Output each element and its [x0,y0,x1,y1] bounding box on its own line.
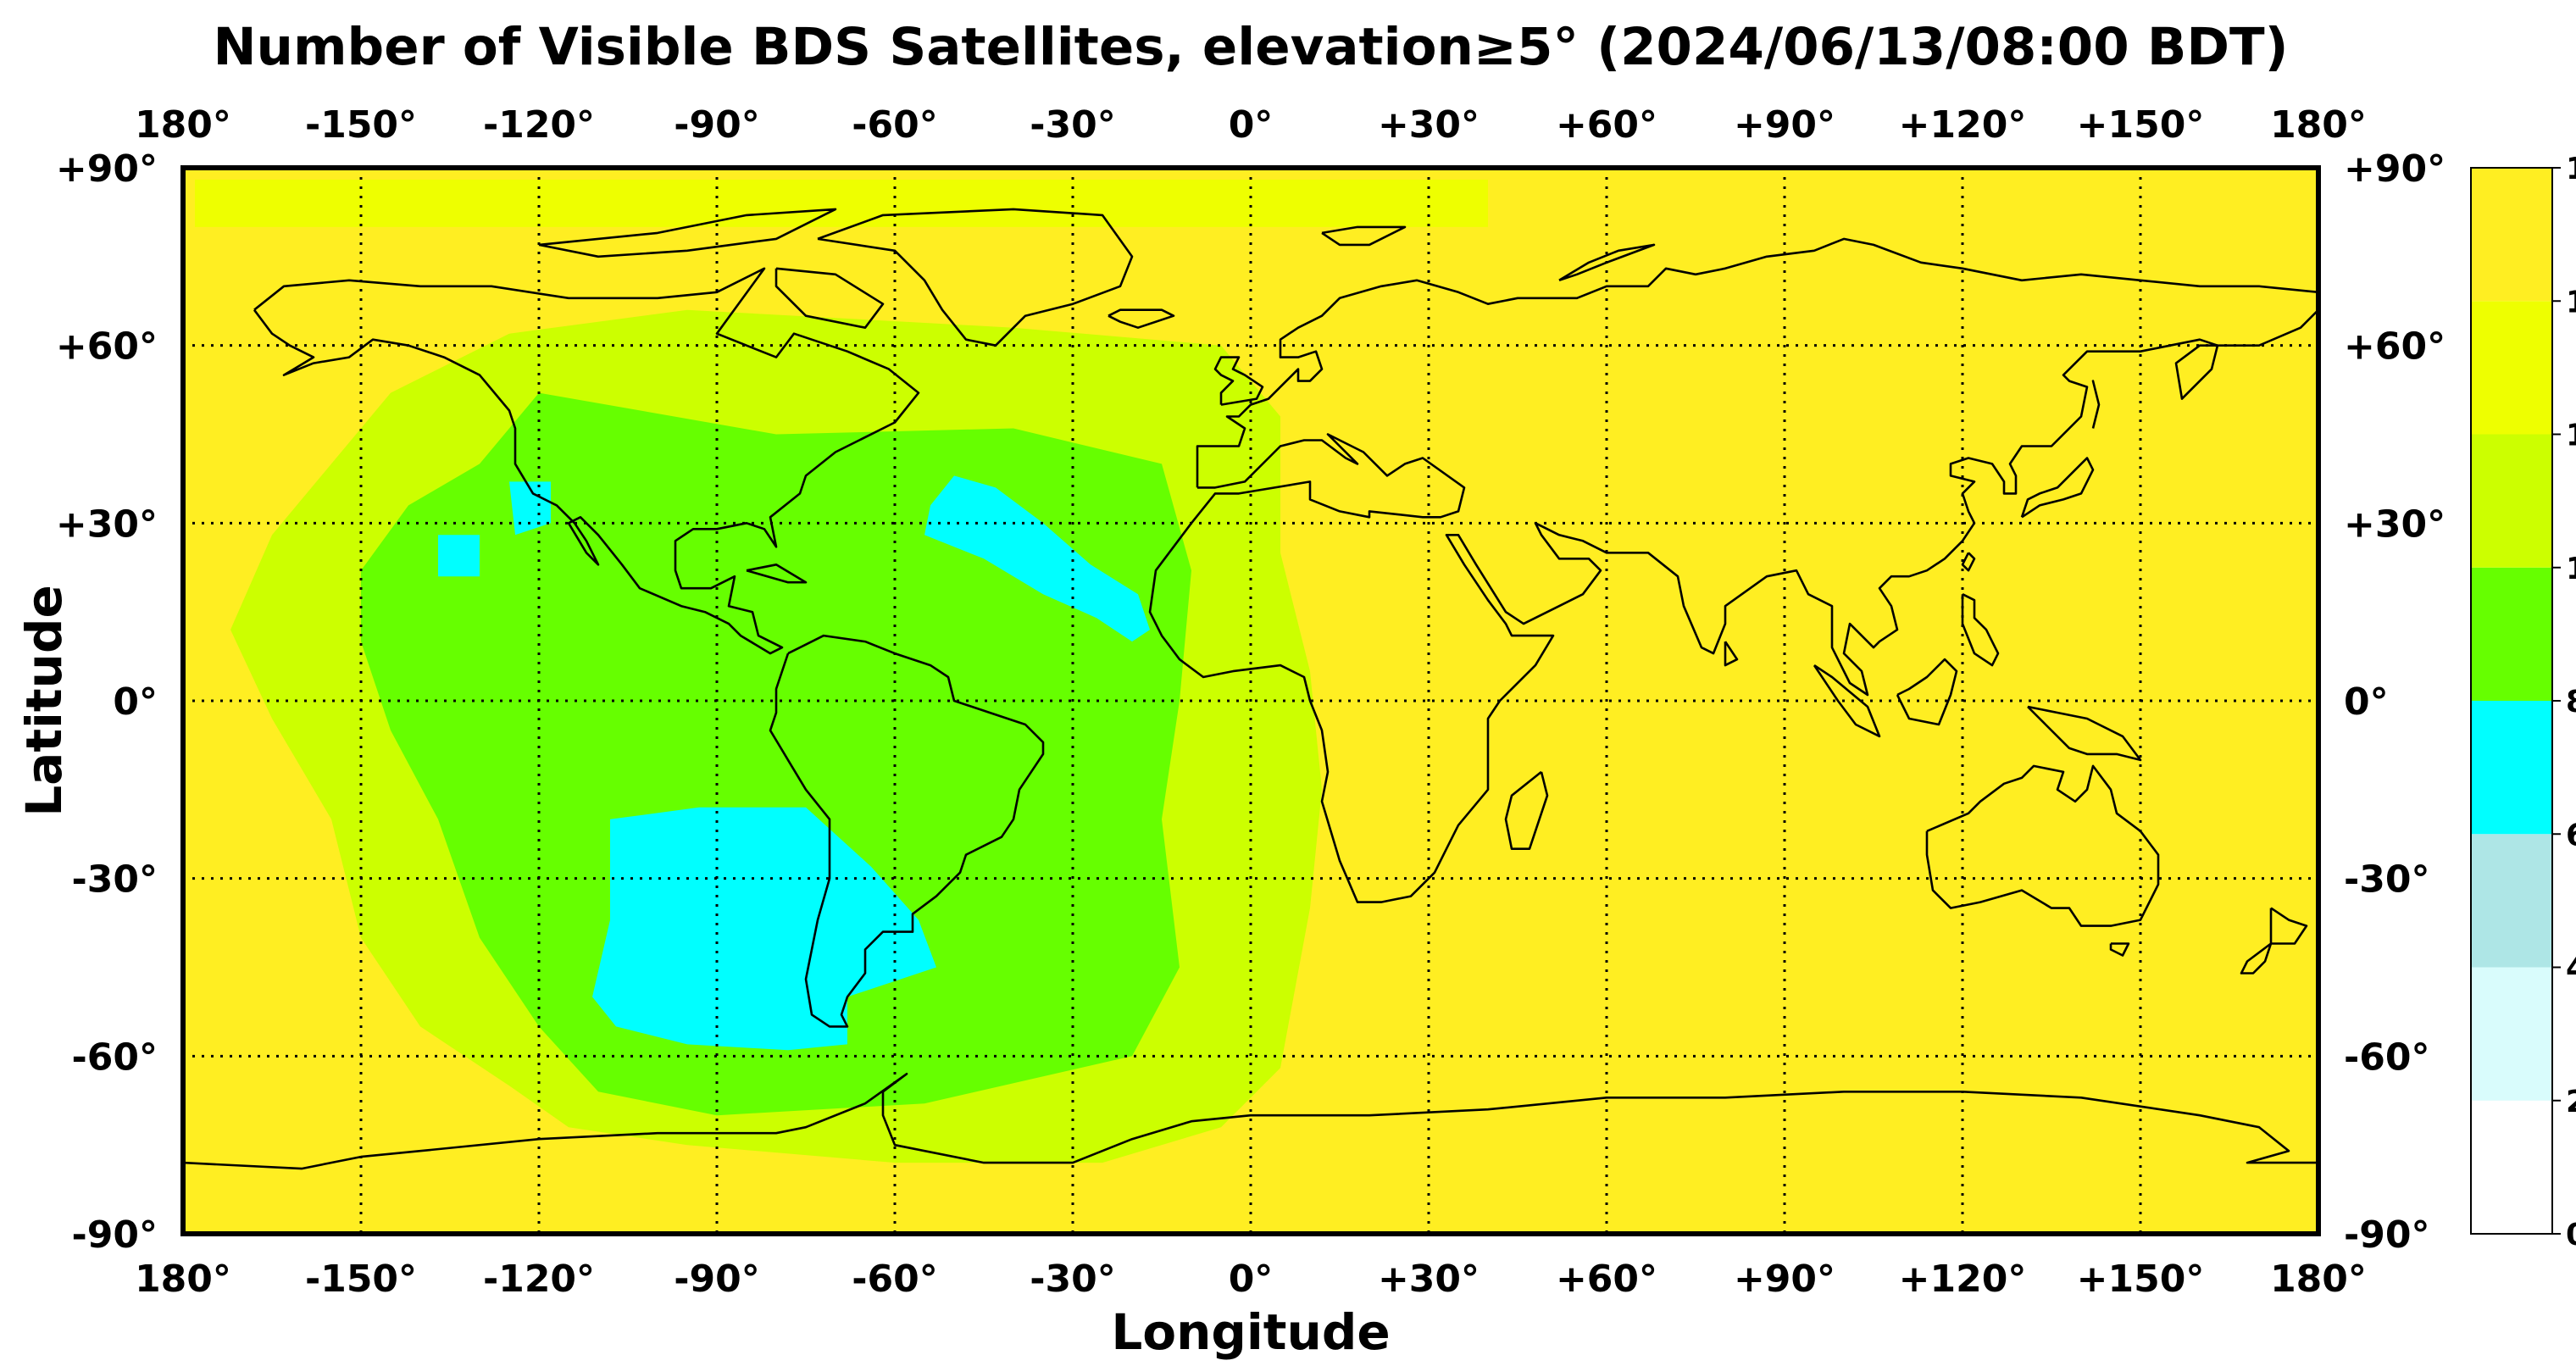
region-cyan-south [592,807,936,1051]
colorbar-tick-label: 14 [2566,285,2576,319]
lon-tick-label-top: -60° [852,103,938,147]
lat-tick-label-left: 0° [113,680,158,724]
map-frame [180,165,2321,1236]
lat-tick-label-right: +90° [2344,147,2446,191]
coastline-greenland [817,208,1134,347]
coastline-novaya-zemlya [1558,243,1656,282]
colorbar-tick-label: 6 [2566,818,2576,852]
lon-tick-label-top: 180° [2270,103,2367,147]
lon-tick-label-bottom: 180° [2270,1258,2367,1301]
lon-tick-label-bottom: -90° [674,1258,760,1301]
colorbar-segment [2471,967,2552,1101]
lat-tick-label-left: +60° [56,325,158,369]
lon-tick-label-bottom: +150° [2077,1258,2205,1301]
coastline-baffin-island [774,267,885,330]
lon-tick-label-top: +120° [1899,103,2027,147]
coastline-australia [1925,764,2160,927]
coastline-south-america [769,634,1045,1028]
region-cyan-pacific-w [438,535,480,577]
coastline-cuba [746,563,808,584]
lon-tick-label-bottom: -150° [305,1258,417,1301]
lon-tick-label-bottom: -120° [483,1258,595,1301]
coastline-north-america [253,267,920,655]
lon-tick-label-bottom: 0° [1229,1258,1274,1301]
lon-tick-label-bottom: +90° [1734,1258,1835,1301]
colorbar-segment [2471,834,2552,968]
lat-tick-label-left: +90° [56,147,158,191]
y-axis-label: Latitude [15,585,73,817]
lon-tick-label-top: -30° [1030,103,1116,147]
region-cyan-pacific-nw [509,481,551,536]
coastline-sri-lanka [1724,641,1739,667]
coastline-svalbard [1321,225,1407,247]
coastline-new-guinea [2027,705,2142,762]
lat-tick-label-left: -90° [72,1213,158,1257]
coastline-britain [1213,356,1264,406]
coastline-antarctica [183,1073,2318,1170]
lat-tick-label-left: -60° [72,1036,158,1079]
coastline-afro-eurasia [1148,237,2318,903]
coastline-arctic-islands [538,208,837,258]
lon-tick-label-top: 180° [135,103,231,147]
colorbar-tick-label: 4 [2566,952,2576,986]
coastlines [183,208,2318,1170]
colorbar-tick-label: 0 [2566,1218,2576,1252]
coastline-iceland [1108,308,1175,330]
colorbar-tick-label: 16 [2566,152,2576,186]
lat-tick-label-right: -30° [2344,858,2430,902]
lon-tick-label-top: +150° [2077,103,2205,147]
colorbar-segment [2471,434,2552,568]
x-axis-label: Longitude [1111,1303,1390,1361]
lon-tick-label-bottom: +30° [1378,1258,1480,1301]
lon-tick-label-bottom: +60° [1556,1258,1657,1301]
lon-tick-label-bottom: +120° [1899,1258,2027,1301]
region-cyan-atlantic [924,475,1150,642]
lat-tick-label-right: -60° [2344,1036,2430,1079]
map-plot-area[interactable] [180,165,2321,1236]
colorbar-tick-label: 8 [2566,685,2576,719]
coastline-new-zealand [2240,907,2308,975]
coastline-borneo [1896,658,1958,726]
lon-tick-label-top: -120° [483,103,595,147]
lat-tick-label-right: 0° [2344,680,2389,724]
colorbar-segment [2471,567,2552,701]
colorbar-tick-label: 10 [2566,552,2576,586]
region-low-12-14 [195,180,1488,227]
lon-tick-label-top: -90° [674,103,760,147]
colorbar: 0 2 4 6 8 10 12 14 16 [2470,152,2576,1252]
lat-tick-label-right: +30° [2344,503,2446,546]
lat-tick-label-right: +60° [2344,325,2446,369]
coastline-philippines [1961,593,2000,667]
colorbar-segment [2471,1100,2552,1234]
lon-tick-label-top: 0° [1229,103,1274,147]
graticule-grid [183,168,2318,1234]
lon-tick-label-top: -150° [305,103,417,147]
lon-tick-label-bottom: -60° [852,1258,938,1301]
colorbar-tick-label: 12 [2566,419,2576,453]
lat-tick-label-right: -90° [2344,1213,2430,1257]
axis-tick-labels: 180° 180° -150° -150° -120° -120° -90° -90° -60°… [56,103,2446,1301]
colorbar-segment [2471,168,2552,302]
colorbar-tick-label: 2 [2566,1085,2576,1119]
lon-tick-label-bottom: 180° [135,1258,231,1301]
visibility-regions [195,180,1488,1163]
colorbar-segment [2471,301,2552,435]
lat-tick-label-left: -30° [72,858,158,902]
colorbar-segment [2471,701,2552,835]
lon-tick-label-top: +90° [1734,103,1835,147]
figure-title: Number of Visible BDS Satellites, elevat… [214,17,2289,77]
coastline-sumatra [1813,664,1881,738]
lon-tick-label-bottom: -30° [1030,1258,1116,1301]
coastline-japan [2020,457,2095,519]
coastline-madagascar [1504,770,1549,851]
coastline-tasmania [2109,942,2130,957]
coastline-sakhalin [2091,380,2101,429]
lat-tick-label-left: +30° [56,503,158,546]
region-green-patch-south-atlantic [972,925,1031,962]
lon-tick-label-top: +30° [1378,103,1480,147]
lon-tick-label-top: +60° [1556,103,1657,147]
coastline-taiwan [1961,552,1976,572]
